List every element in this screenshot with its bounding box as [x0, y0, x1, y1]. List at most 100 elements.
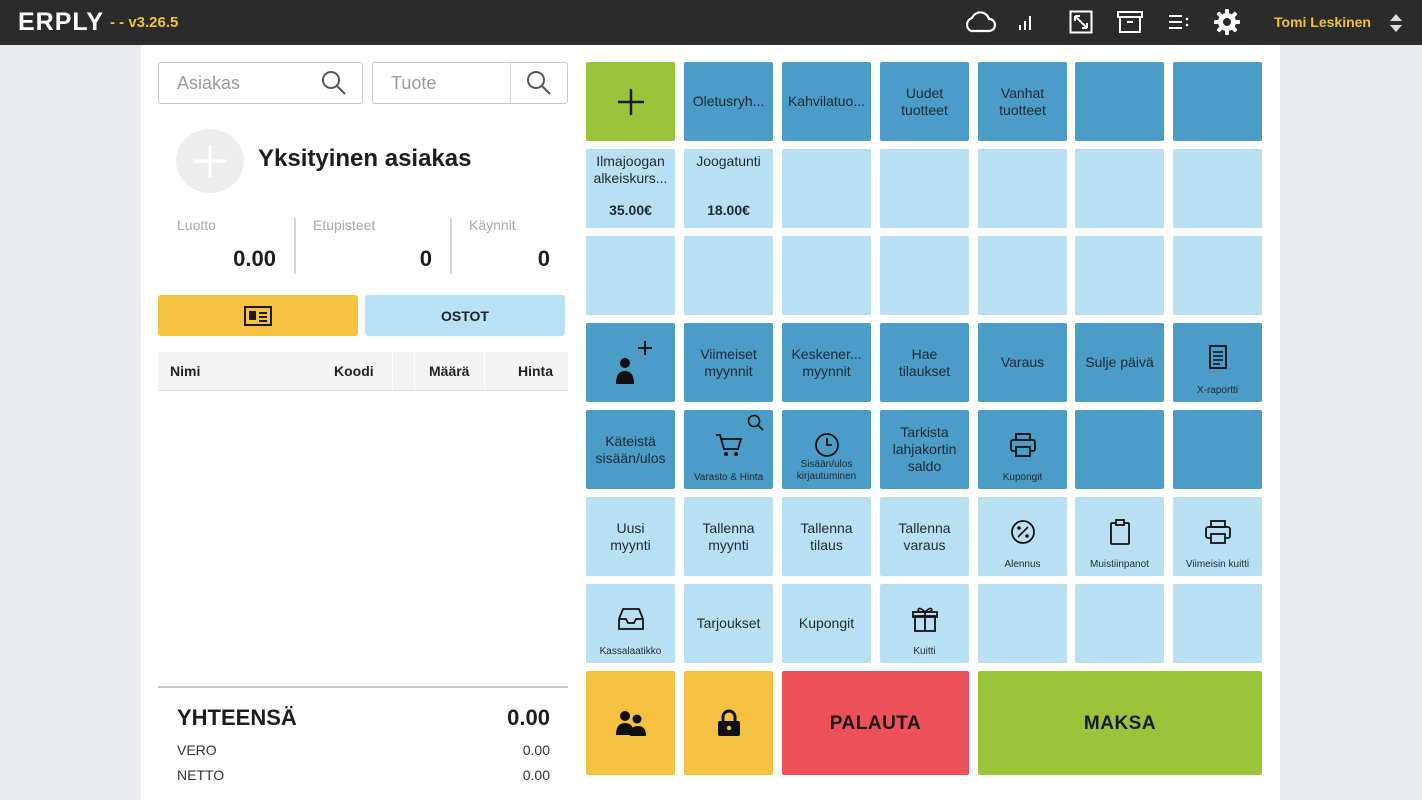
total-value: 0.00 — [507, 705, 550, 730]
archive-icon[interactable] — [1116, 8, 1144, 36]
column-price[interactable]: Hinta — [518, 363, 553, 379]
column-quantity[interactable]: Määrä — [429, 363, 470, 379]
tile-notes[interactable]: Muistiinpanot — [1075, 497, 1164, 576]
customers-button[interactable] — [586, 671, 675, 775]
tile-recent-sales[interactable]: Viimeiset myynnit — [684, 323, 773, 402]
add-user-icon — [615, 340, 652, 384]
column-separator — [484, 352, 485, 390]
tile-old-products[interactable]: Vanhat tuotteet — [978, 62, 1067, 141]
product-price: 35.00€ — [609, 202, 652, 218]
tile-new-products[interactable]: Uudet tuotteet — [880, 62, 969, 141]
sort-arrows-icon[interactable] — [1388, 11, 1404, 35]
tile-cash-in-out[interactable]: Käteistä sisään/ulos — [586, 410, 675, 489]
tile-empty[interactable] — [880, 149, 969, 228]
product-tile[interactable]: Joogatunti 18.00€ — [684, 149, 773, 228]
search-icon[interactable] — [320, 69, 348, 97]
tile-empty[interactable] — [1075, 149, 1164, 228]
tile-empty[interactable] — [1173, 584, 1262, 663]
tile-save-sale[interactable]: Tallenna myynti — [684, 497, 773, 576]
total-label: YHTEENSÄ — [177, 705, 297, 730]
tile-label: Uudet tuotteet — [901, 84, 948, 118]
lock-button[interactable] — [684, 671, 773, 775]
cloud-icon[interactable] — [962, 8, 998, 36]
tile-offers[interactable]: Tarjoukset — [684, 584, 773, 663]
tax-value: 0.00 — [522, 742, 550, 758]
search-icon[interactable] — [525, 69, 553, 97]
tile-reservation[interactable]: Varaus — [978, 323, 1067, 402]
tile-new-sale[interactable]: Uusi myynti — [586, 497, 675, 576]
tile-empty[interactable] — [1173, 149, 1262, 228]
tile-label: Kuitti — [913, 646, 936, 657]
credit-label: Luotto — [177, 217, 216, 233]
percent-icon — [1010, 519, 1035, 544]
column-name[interactable]: Nimi — [170, 363, 201, 379]
add-tile-button[interactable] — [586, 62, 675, 141]
tile-empty[interactable] — [880, 236, 969, 315]
tile-label: Oletusryh... — [692, 93, 765, 109]
tile-default-group[interactable]: Oletusryh... — [684, 62, 773, 141]
product-name: Ilmajoogan alkeiskurs... — [593, 153, 668, 186]
tile-pending-sales[interactable]: Keskener... myynnit — [782, 323, 871, 402]
tile-empty[interactable] — [1173, 236, 1262, 315]
purchases-button[interactable]: OSTOT — [365, 295, 565, 336]
tile-empty[interactable] — [978, 584, 1067, 663]
pay-button[interactable]: MAKSA — [978, 671, 1262, 775]
version-label: - - v3.26.5 — [110, 14, 179, 31]
tile-empty[interactable] — [1173, 62, 1262, 141]
tile-empty[interactable] — [684, 236, 773, 315]
plus-icon — [194, 145, 226, 177]
column-code[interactable]: Koodi — [334, 363, 374, 379]
add-customer-tile[interactable] — [586, 323, 675, 402]
gear-icon[interactable] — [1212, 8, 1242, 36]
visits-value: 0 — [537, 246, 550, 271]
column-separator — [414, 352, 415, 390]
tile-fetch-orders[interactable]: Hae tilaukset — [880, 323, 969, 402]
tile-empty[interactable] — [1075, 410, 1164, 489]
tile-empty[interactable] — [1075, 236, 1164, 315]
user-name[interactable]: Tomi Leskinen — [1274, 14, 1371, 30]
list-icon[interactable] — [1167, 8, 1191, 36]
add-customer-button[interactable] — [176, 129, 244, 193]
gift-icon — [911, 607, 938, 632]
tile-label: Kupongit — [1002, 472, 1043, 483]
users-icon — [615, 711, 646, 736]
plus-icon — [617, 88, 644, 115]
return-button[interactable]: PALAUTA — [782, 671, 969, 775]
tile-coupons-2[interactable]: Kupongit — [782, 584, 871, 663]
tile-label: Varaus — [1000, 354, 1045, 370]
tile-stock-price[interactable]: Varasto & Hinta — [684, 410, 773, 489]
tile-x-report[interactable]: X-raportti — [1173, 323, 1262, 402]
tile-empty[interactable] — [1075, 584, 1164, 663]
tile-label: Vanhat tuotteet — [999, 84, 1046, 118]
visits-label: Käynnit — [469, 217, 516, 233]
tile-empty[interactable] — [1075, 62, 1164, 141]
signal-icon[interactable] — [1016, 8, 1036, 36]
tile-discount[interactable]: Alennus — [978, 497, 1067, 576]
tile-empty[interactable] — [978, 149, 1067, 228]
tile-empty[interactable] — [586, 236, 675, 315]
tile-empty[interactable] — [782, 236, 871, 315]
tile-empty[interactable] — [1173, 410, 1262, 489]
tile-cafe-products[interactable]: Kahvilatuo... — [782, 62, 871, 141]
stat-divider — [294, 218, 296, 274]
tile-cash-drawer[interactable]: Kassalaatikko — [586, 584, 675, 663]
resize-icon[interactable] — [1068, 8, 1094, 36]
customer-card-button[interactable] — [158, 295, 358, 336]
tile-empty[interactable] — [782, 149, 871, 228]
tile-save-reservation[interactable]: Tallenna varaus — [880, 497, 969, 576]
tile-last-receipt[interactable]: Viimeisin kuitti — [1173, 497, 1262, 576]
tile-gift-card-balance[interactable]: Tarkista lahjakortin saldo — [880, 410, 969, 489]
tile-close-day[interactable]: Sulje päivä — [1075, 323, 1164, 402]
points-value: 0 — [419, 246, 432, 271]
tile-coupons[interactable]: Kupongit — [978, 410, 1067, 489]
customer-search-input[interactable] — [159, 63, 309, 103]
tile-label: Sulje päivä — [1085, 354, 1154, 370]
column-separator — [392, 352, 393, 390]
clock-icon — [814, 432, 839, 457]
tile-empty[interactable] — [978, 236, 1067, 315]
tile-save-order[interactable]: Tallenna tilaus — [782, 497, 871, 576]
product-tile[interactable]: Ilmajoogan alkeiskurs... 35.00€ — [586, 149, 675, 228]
product-search-input[interactable] — [373, 63, 509, 103]
tile-receipt[interactable]: Kuitti — [880, 584, 969, 663]
tile-clock-in-out[interactable]: Sisään/ulos kirjautuminen — [782, 410, 871, 489]
